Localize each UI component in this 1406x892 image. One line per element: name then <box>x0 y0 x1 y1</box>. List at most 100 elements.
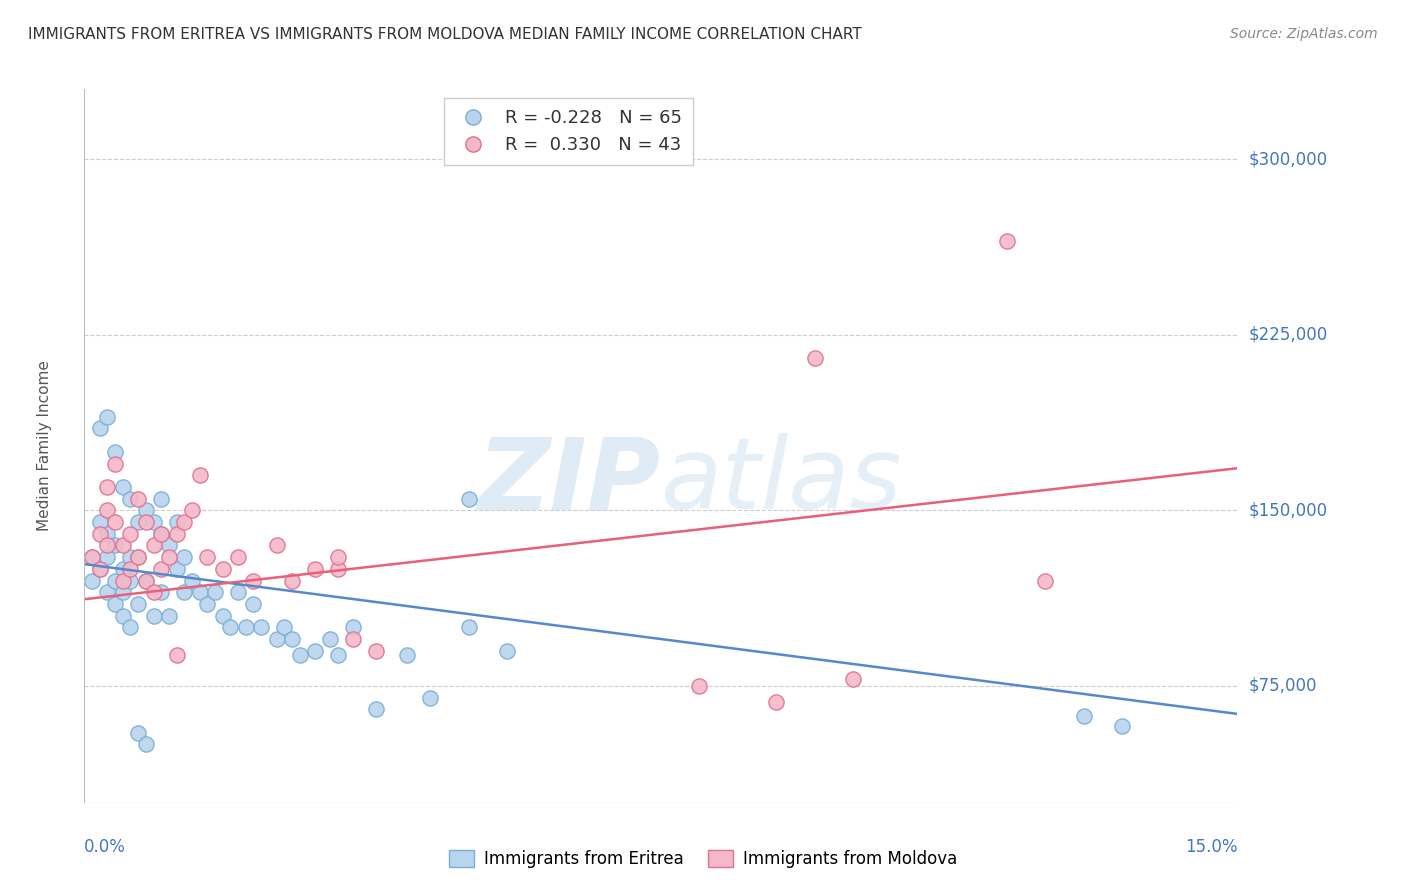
Point <box>157 550 180 565</box>
Point <box>1073 709 1095 723</box>
Point <box>326 562 349 576</box>
Point <box>96 585 118 599</box>
Point <box>120 574 142 588</box>
Point <box>273 620 295 634</box>
Point <box>157 608 180 623</box>
Point <box>104 515 127 529</box>
Point <box>173 515 195 529</box>
Point <box>135 515 157 529</box>
Point <box>142 515 165 529</box>
Point <box>266 538 288 552</box>
Point <box>111 538 134 552</box>
Point <box>80 550 103 565</box>
Point <box>89 562 111 576</box>
Point <box>150 585 173 599</box>
Point <box>127 725 149 739</box>
Point <box>457 620 479 634</box>
Point <box>96 503 118 517</box>
Point <box>211 608 233 623</box>
Point <box>127 550 149 565</box>
Point <box>166 648 188 663</box>
Point <box>396 648 419 663</box>
Point <box>166 562 188 576</box>
Point <box>457 491 479 506</box>
Point <box>166 515 188 529</box>
Legend: R = -0.228   N = 65, R =  0.330   N = 43: R = -0.228 N = 65, R = 0.330 N = 43 <box>444 98 693 165</box>
Text: $75,000: $75,000 <box>1249 677 1317 695</box>
Point <box>366 644 388 658</box>
Point <box>104 597 127 611</box>
Point <box>111 480 134 494</box>
Point <box>204 585 226 599</box>
Point <box>96 409 118 424</box>
Point <box>120 620 142 634</box>
Point <box>326 648 349 663</box>
Point <box>120 550 142 565</box>
Point <box>89 526 111 541</box>
Point <box>120 526 142 541</box>
Point <box>304 562 326 576</box>
Point <box>342 620 364 634</box>
Point <box>219 620 242 634</box>
Text: ZIP: ZIP <box>478 434 661 530</box>
Point <box>157 538 180 552</box>
Point <box>89 562 111 576</box>
Point <box>111 574 134 588</box>
Point <box>166 526 188 541</box>
Text: $300,000: $300,000 <box>1249 151 1327 169</box>
Text: IMMIGRANTS FROM ERITREA VS IMMIGRANTS FROM MOLDOVA MEDIAN FAMILY INCOME CORRELAT: IMMIGRANTS FROM ERITREA VS IMMIGRANTS FR… <box>28 27 862 42</box>
Point <box>419 690 441 705</box>
Point <box>173 550 195 565</box>
Point <box>104 538 127 552</box>
Point <box>266 632 288 646</box>
Point <box>842 672 865 686</box>
Text: 0.0%: 0.0% <box>84 838 127 856</box>
Point <box>127 515 149 529</box>
Point <box>150 526 173 541</box>
Point <box>89 421 111 435</box>
Point <box>96 538 118 552</box>
Text: atlas: atlas <box>661 434 903 530</box>
Point <box>120 562 142 576</box>
Point <box>765 695 787 709</box>
Point <box>104 445 127 459</box>
Point <box>89 515 111 529</box>
Point <box>111 608 134 623</box>
Point <box>226 550 249 565</box>
Point <box>188 468 211 483</box>
Point <box>142 608 165 623</box>
Point <box>135 737 157 751</box>
Text: Median Family Income: Median Family Income <box>37 360 52 532</box>
Point <box>1033 574 1056 588</box>
Point <box>181 503 204 517</box>
Point <box>319 632 342 646</box>
Point <box>288 648 311 663</box>
Point <box>342 632 364 646</box>
Point <box>1111 718 1133 732</box>
Text: $225,000: $225,000 <box>1249 326 1327 343</box>
Point <box>995 234 1018 248</box>
Point <box>80 574 103 588</box>
Point <box>150 526 173 541</box>
Point <box>181 574 204 588</box>
Point <box>111 562 134 576</box>
Point <box>195 597 218 611</box>
Point <box>142 585 165 599</box>
Point <box>496 644 519 658</box>
Text: $150,000: $150,000 <box>1249 501 1327 519</box>
Point <box>281 632 304 646</box>
Point <box>120 491 142 506</box>
Point <box>80 550 103 565</box>
Point <box>104 457 127 471</box>
Point <box>195 550 218 565</box>
Text: 15.0%: 15.0% <box>1185 838 1237 856</box>
Point <box>211 562 233 576</box>
Point <box>96 550 118 565</box>
Legend: Immigrants from Eritrea, Immigrants from Moldova: Immigrants from Eritrea, Immigrants from… <box>441 843 965 875</box>
Point <box>135 574 157 588</box>
Point <box>127 550 149 565</box>
Point <box>366 702 388 716</box>
Point <box>235 620 257 634</box>
Point <box>127 597 149 611</box>
Point <box>242 574 264 588</box>
